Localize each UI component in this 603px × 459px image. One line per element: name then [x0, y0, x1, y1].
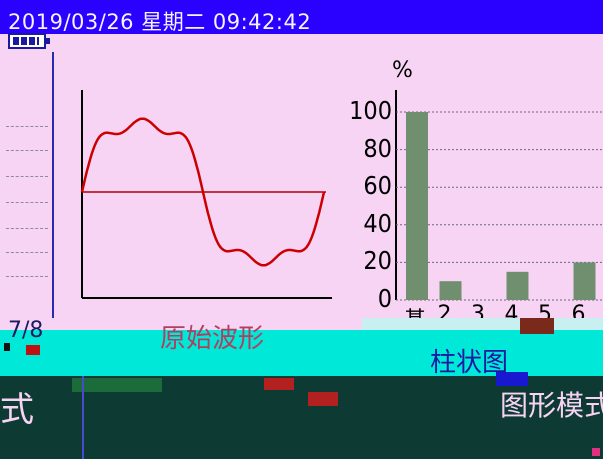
- datetime-display: 2019/03/26 星期二 09:42:42: [8, 10, 312, 34]
- bar-基: [406, 112, 428, 300]
- y-tick-label: 40: [363, 208, 392, 238]
- left-code-label: 7/8: [8, 318, 44, 343]
- glitch-pixel: [308, 392, 338, 406]
- scale-tick: [6, 228, 48, 229]
- bar-chart-unit-label: %: [392, 58, 413, 83]
- glitch-pixel: [496, 372, 528, 386]
- tab-band: [0, 328, 603, 376]
- y-tick-label: 80: [363, 133, 392, 163]
- mode-glyph: 式: [0, 390, 34, 430]
- waveform-trace: [80, 117, 326, 267]
- scale-tick: [6, 252, 48, 253]
- glitch-pixel: [592, 448, 600, 456]
- battery-icon: [8, 33, 50, 49]
- glitch-pixel: [72, 378, 162, 392]
- waveform-tab[interactable]: 原始波形: [160, 324, 265, 354]
- y-tick-label: 60: [363, 171, 392, 201]
- glitch-strip: [0, 318, 603, 330]
- waveform-plot: [80, 90, 332, 299]
- bar-6: [573, 262, 596, 300]
- scale-tick: [6, 276, 48, 277]
- glitch-pixel: [4, 343, 10, 351]
- harmonic-bar-chart: [395, 90, 603, 301]
- bar-4: [506, 271, 529, 300]
- graphic-mode-tab[interactable]: 图形模式: [500, 389, 603, 422]
- bar-2: [439, 281, 462, 300]
- scale-tick: [6, 202, 48, 203]
- scale-tick: [6, 150, 48, 151]
- y-tick-label: 100: [349, 96, 392, 125]
- glitch-pixel: [520, 318, 554, 334]
- glitch-pixel: [264, 378, 294, 390]
- scale-tick: [6, 126, 48, 127]
- status-bar: 2019/03/26 星期二 09:42:42: [0, 0, 603, 34]
- y-tick-label: 20: [363, 246, 392, 276]
- left-scale-strip: [0, 52, 54, 318]
- glitch-divider: [82, 376, 84, 459]
- bar-chart-tab[interactable]: 柱状图: [430, 348, 509, 378]
- scale-tick: [6, 176, 48, 177]
- glitch-pixel: [26, 345, 40, 355]
- y-tick-label: 0: [377, 284, 392, 313]
